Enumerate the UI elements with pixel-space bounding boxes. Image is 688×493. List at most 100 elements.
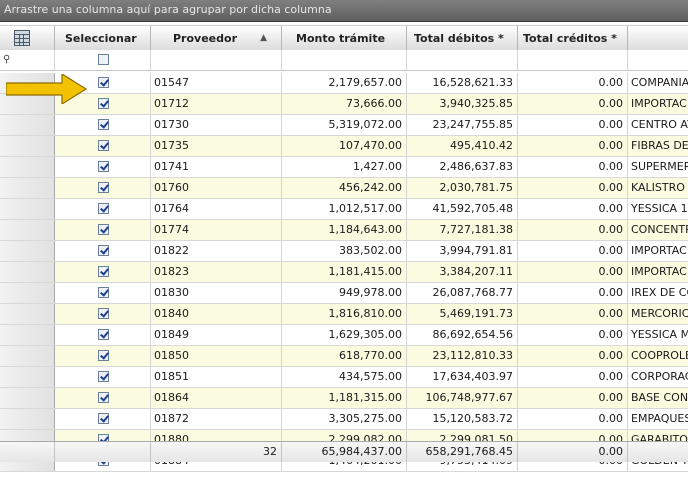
row-indicator[interactable] [0, 199, 55, 219]
row-select-checkbox[interactable] [98, 224, 109, 235]
cell-nombre: CONCENTR [628, 220, 688, 240]
row-indicator[interactable] [0, 388, 55, 408]
row-select-checkbox[interactable] [98, 98, 109, 109]
row-indicator[interactable] [0, 304, 55, 324]
table-row[interactable]: 01872 3,305,275.00 15,120,583.72 0.00 EMPAQU… [0, 409, 688, 430]
row-indicator[interactable] [0, 157, 55, 177]
table-row[interactable]: 01735 107,470.00 495,410.42 0.00 FIBRAS DE [0, 136, 688, 157]
row-indicator[interactable] [0, 241, 55, 261]
row-select-checkbox[interactable] [98, 203, 109, 214]
filter-cell-seleccionar[interactable] [55, 50, 151, 70]
cell-nombre: KALISTRO I [628, 178, 688, 198]
cell-proveedor: 01735 [151, 136, 282, 156]
row-select-checkbox[interactable] [98, 308, 109, 319]
group-by-panel[interactable]: Arrastre una columna aquí para agrupar p… [0, 0, 688, 22]
filter-cell-creditos[interactable] [518, 50, 628, 70]
cell-proveedor: 01849 [151, 325, 282, 345]
table-row[interactable]: 01864 1,181,315.00 106,748,977.67 0.00 BASE … [0, 388, 688, 409]
column-header-monto[interactable]: Monto trámite [282, 26, 407, 51]
cell-debitos: 2,486,637.83 [407, 157, 518, 177]
cell-seleccionar [55, 241, 151, 261]
row-select-checkbox[interactable] [98, 392, 109, 403]
cell-seleccionar [55, 178, 151, 198]
filter-cell-nombre[interactable] [628, 50, 688, 70]
row-indicator[interactable] [0, 346, 55, 366]
cell-nombre: FIBRAS DE [628, 136, 688, 156]
table-row[interactable]: 01850 618,770.00 23,112,810.33 0.00 COOPROLE [0, 346, 688, 367]
cell-seleccionar [55, 157, 151, 177]
cell-creditos: 0.00 [518, 115, 628, 135]
row-indicator[interactable] [0, 115, 55, 135]
cell-nombre: COMPANIA [631, 76, 688, 89]
column-header-debitos[interactable]: Total débitos * [407, 26, 518, 51]
row-select-checkbox[interactable] [98, 350, 109, 361]
column-header-creditos[interactable]: Total créditos * [518, 26, 628, 51]
cell-debitos: 3,384,207.11 [407, 262, 518, 282]
grid-header: Seleccionar Proveedor ▲ Monto trámite To… [0, 25, 688, 51]
row-select-checkbox[interactable] [98, 182, 109, 193]
cell-creditos: 0.00 [518, 304, 628, 324]
cell-creditos: 0.00 [518, 199, 628, 219]
row-select-checkbox[interactable] [98, 371, 109, 382]
row-select-checkbox[interactable] [98, 413, 109, 424]
column-header-seleccionar[interactable]: Seleccionar [55, 26, 151, 51]
row-indicator[interactable] [0, 178, 55, 198]
filter-cell-debitos[interactable] [407, 50, 518, 70]
cell-monto: 1,816,810.00 [282, 304, 407, 324]
row-indicator[interactable] [0, 325, 55, 345]
row-select-checkbox[interactable] [98, 77, 109, 88]
table-row[interactable]: 01760 456,242.00 2,030,781.75 0.00 KALISTRO … [0, 178, 688, 199]
table-row[interactable]: 01822 383,502.00 3,994,791.81 0.00 IMPORTAC [0, 241, 688, 262]
filter-row-indicator: ⚲ [0, 50, 55, 70]
row-indicator[interactable] [0, 94, 55, 114]
table-row[interactable]: 01830 949,978.00 26,087,768.77 0.00 IREX DE … [0, 283, 688, 304]
row-select-checkbox[interactable] [98, 245, 109, 256]
table-row[interactable]: 01712 73,666.00 3,940,325.85 0.00 IMPORTAC [0, 94, 688, 115]
cell-creditos: 0.00 [518, 178, 628, 198]
cell-nombre: YESSICA 1 [631, 202, 688, 215]
column-header-label: Total créditos * [523, 32, 617, 45]
table-row[interactable]: 01547 2,179,657.00 16,528,621.33 0.00 COMPAN… [0, 73, 688, 94]
column-chooser-button[interactable] [0, 26, 55, 51]
row-select-checkbox[interactable] [98, 140, 109, 151]
cell-debitos: 26,087,768.77 [407, 283, 518, 303]
highlight-arrow-icon [6, 74, 88, 104]
cell-proveedor: 01822 [151, 241, 282, 261]
row-indicator[interactable] [0, 136, 55, 156]
row-indicator[interactable] [0, 367, 55, 387]
row-select-checkbox[interactable] [98, 329, 109, 340]
row-indicator[interactable] [0, 409, 55, 429]
row-select-checkbox[interactable] [98, 266, 109, 277]
row-indicator[interactable] [0, 283, 55, 303]
row-select-checkbox[interactable] [98, 287, 109, 298]
table-row[interactable]: 01840 1,816,810.00 5,469,191.73 0.00 MERCORI… [0, 304, 688, 325]
cell-monto: 949,978.00 [282, 283, 407, 303]
cell-debitos: 5,469,191.73 [407, 304, 518, 324]
cell-seleccionar [55, 136, 151, 156]
table-row[interactable]: 01764 1,012,517.00 41,592,705.48 0.00 YESSIC… [0, 199, 688, 220]
table-row[interactable]: 01741 1,427.00 2,486,637.83 0.00 SUPERMER [0, 157, 688, 178]
cell-monto: 434,575.00 [282, 367, 407, 387]
table-row[interactable]: 01823 1,181,415.00 3,384,207.11 0.00 IMPORTA… [0, 262, 688, 283]
filter-checkbox[interactable] [98, 54, 109, 65]
filter-icon[interactable]: ⚲ [3, 54, 11, 65]
cell-monto: 3,305,275.00 [282, 409, 407, 429]
column-header-nombre[interactable] [628, 26, 688, 51]
row-select-checkbox[interactable] [98, 161, 109, 172]
filter-cell-proveedor[interactable] [151, 50, 282, 70]
filter-cell-monto[interactable] [282, 50, 407, 70]
cell-proveedor: 01840 [151, 304, 282, 324]
row-indicator[interactable] [0, 220, 55, 240]
row-indicator[interactable] [0, 262, 55, 282]
table-row[interactable]: 01730 5,319,072.00 23,247,755.85 0.00 CENTRO… [0, 115, 688, 136]
cell-proveedor: 01823 [151, 262, 282, 282]
column-header-label: Proveedor [173, 32, 237, 45]
cell-nombre: EMPAQUES [631, 412, 688, 425]
cell-proveedor: 01760 [151, 178, 282, 198]
row-select-checkbox[interactable] [98, 119, 109, 130]
table-row[interactable]: 01849 1,629,305.00 86,692,654.56 0.00 YESSIC… [0, 325, 688, 346]
table-row[interactable]: 01851 434,575.00 17,634,403.97 0.00 CORPORAC [0, 367, 688, 388]
cell-seleccionar [55, 367, 151, 387]
table-row[interactable]: 01774 1,184,643.00 7,727,181.38 0.00 CONCENT… [0, 220, 688, 241]
column-header-proveedor[interactable]: Proveedor ▲ [151, 26, 282, 51]
